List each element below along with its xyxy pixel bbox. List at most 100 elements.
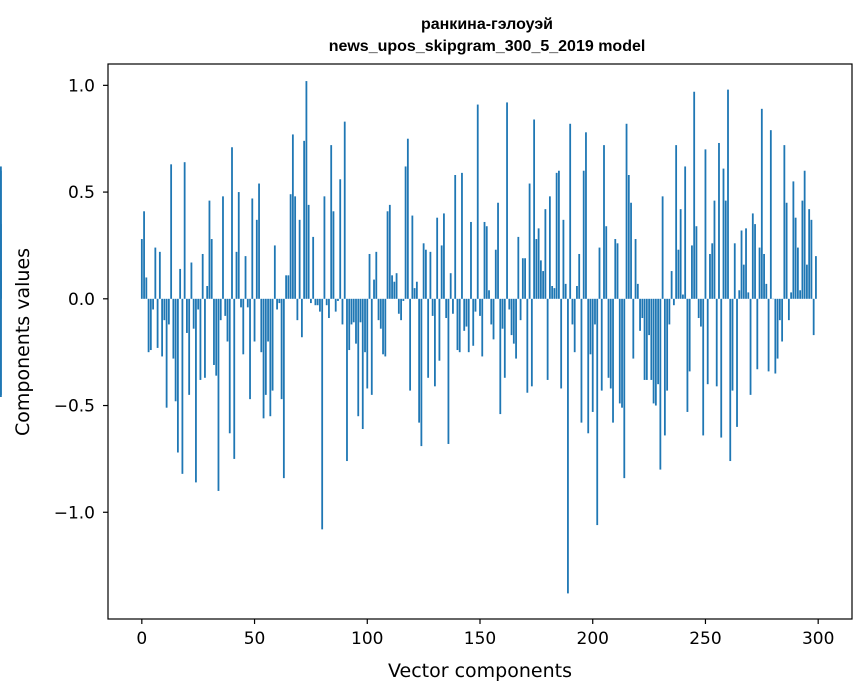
bar bbox=[452, 298, 454, 314]
bar bbox=[147, 298, 150, 353]
bar bbox=[564, 283, 567, 299]
bar bbox=[627, 175, 630, 299]
bar bbox=[769, 130, 772, 299]
bar bbox=[325, 298, 328, 306]
bar bbox=[639, 298, 641, 331]
bar bbox=[587, 298, 590, 434]
y-tick-label: −1.0 bbox=[54, 503, 95, 523]
bar bbox=[630, 202, 632, 299]
bar bbox=[596, 298, 599, 526]
bar bbox=[397, 298, 400, 314]
bar bbox=[720, 298, 723, 438]
bar bbox=[208, 200, 211, 299]
bar bbox=[470, 221, 472, 299]
bar bbox=[179, 268, 182, 299]
bar bbox=[375, 251, 378, 299]
bar bbox=[447, 298, 450, 444]
bar bbox=[443, 213, 445, 299]
bar bbox=[600, 298, 603, 391]
bar bbox=[445, 298, 448, 319]
bar bbox=[576, 286, 578, 299]
bar bbox=[533, 119, 536, 299]
bar bbox=[684, 166, 687, 299]
bar bbox=[140, 239, 143, 299]
bar bbox=[436, 217, 439, 299]
bar bbox=[174, 298, 177, 402]
bar bbox=[512, 298, 515, 344]
bar bbox=[321, 298, 324, 530]
bar bbox=[244, 256, 247, 299]
bar bbox=[697, 298, 700, 319]
bar bbox=[693, 91, 696, 299]
bar bbox=[337, 298, 339, 301]
bar bbox=[618, 298, 621, 404]
bar bbox=[668, 298, 671, 325]
x-tick-label: 300 bbox=[802, 629, 834, 649]
bar bbox=[481, 298, 484, 357]
bar bbox=[555, 172, 558, 299]
bar bbox=[499, 298, 502, 415]
chart-subtitle: news_upos_skipgram_300_5_2019 model bbox=[329, 38, 646, 55]
bar bbox=[745, 228, 747, 299]
bar bbox=[310, 298, 312, 304]
bar bbox=[801, 200, 804, 299]
bar bbox=[226, 298, 229, 342]
bar bbox=[213, 298, 215, 365]
bar bbox=[742, 264, 745, 299]
y-axis-label: Components values bbox=[12, 248, 34, 436]
bar bbox=[709, 253, 711, 299]
bar bbox=[778, 298, 781, 321]
bar bbox=[289, 194, 292, 299]
x-tick-label: 200 bbox=[577, 629, 609, 649]
bar bbox=[456, 298, 459, 351]
bar bbox=[476, 104, 479, 299]
bar bbox=[307, 204, 310, 299]
bar bbox=[251, 198, 254, 299]
bar bbox=[544, 209, 547, 299]
bar bbox=[794, 217, 797, 299]
bar bbox=[546, 298, 549, 380]
bar bbox=[567, 298, 569, 594]
bar bbox=[346, 298, 348, 462]
bar bbox=[528, 183, 531, 299]
bar bbox=[682, 294, 684, 299]
bar bbox=[607, 298, 610, 378]
x-tick-label: 50 bbox=[244, 629, 266, 649]
bar bbox=[269, 298, 272, 417]
bar bbox=[332, 211, 335, 299]
bar bbox=[812, 298, 815, 336]
bar bbox=[659, 298, 662, 470]
bar bbox=[573, 298, 576, 353]
bar bbox=[578, 253, 581, 299]
bar bbox=[235, 251, 238, 299]
bar bbox=[765, 283, 768, 299]
bar bbox=[463, 298, 466, 331]
chart-title: ранкина-гэлоуэй bbox=[421, 16, 553, 33]
bar bbox=[736, 298, 738, 427]
bar bbox=[352, 298, 355, 323]
bar bbox=[296, 298, 299, 321]
bar bbox=[621, 298, 623, 408]
bar bbox=[727, 89, 729, 299]
bar bbox=[161, 298, 164, 357]
bar bbox=[479, 298, 481, 316]
bar bbox=[539, 260, 542, 299]
bar bbox=[657, 298, 660, 385]
bar bbox=[485, 226, 488, 299]
bar bbox=[643, 298, 646, 380]
bar bbox=[614, 239, 617, 299]
bar bbox=[228, 298, 231, 434]
bar bbox=[181, 298, 184, 474]
bar bbox=[145, 277, 148, 299]
bar bbox=[388, 204, 391, 299]
bar bbox=[454, 175, 457, 299]
bar bbox=[474, 298, 477, 312]
bar bbox=[176, 298, 179, 453]
bar bbox=[645, 298, 648, 380]
bar bbox=[722, 168, 725, 299]
bar bbox=[240, 298, 242, 308]
bar bbox=[810, 219, 813, 299]
bar bbox=[524, 258, 526, 299]
bar bbox=[490, 298, 493, 325]
